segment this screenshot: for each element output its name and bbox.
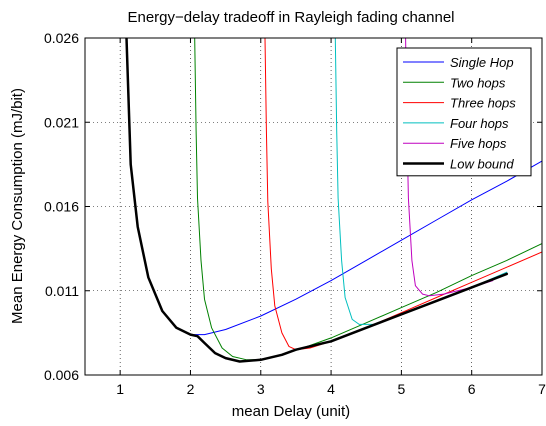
y-tick-label: 0.016 <box>44 199 79 215</box>
series-line-6 <box>125 38 509 363</box>
y-axis-title: Mean Energy Consumption (mJ/bit) <box>9 88 26 324</box>
x-tick-label: 1 <box>116 381 124 397</box>
x-tick-label: 4 <box>327 381 335 397</box>
y-tick-label: 0.006 <box>44 367 79 383</box>
x-tick-label: 6 <box>468 381 476 397</box>
legend-label: Single Hop <box>450 55 514 70</box>
legend-label: Four hops <box>450 116 509 131</box>
x-tick-label: 3 <box>257 381 265 397</box>
series-layer <box>125 38 542 363</box>
legend-label: Five hops <box>450 136 507 151</box>
legend-label: Three hops <box>450 96 516 111</box>
x-tick-label: 7 <box>538 381 546 397</box>
x-tick-label: 5 <box>397 381 405 397</box>
legend: Single Hop Two hops Three hops Four hops Fiv… <box>396 47 532 177</box>
y-tick-label: 0.011 <box>45 283 79 299</box>
x-axis-title: mean Delay (unit) <box>232 403 350 420</box>
y-tick-label: 0.021 <box>44 114 79 130</box>
x-tick-label: 2 <box>187 381 195 397</box>
legend-label: Two hops <box>450 75 506 90</box>
legend-label: Low bound <box>450 157 514 172</box>
ticks: 1 2 3 4 5 6 7 0.006 0.011 0.016 0.021 0.026 <box>44 30 546 397</box>
chart-title: Energy−delay tradeoff in Rayleigh fading… <box>127 9 454 26</box>
y-tick-label: 0.026 <box>44 30 79 46</box>
legend-box <box>396 47 532 177</box>
